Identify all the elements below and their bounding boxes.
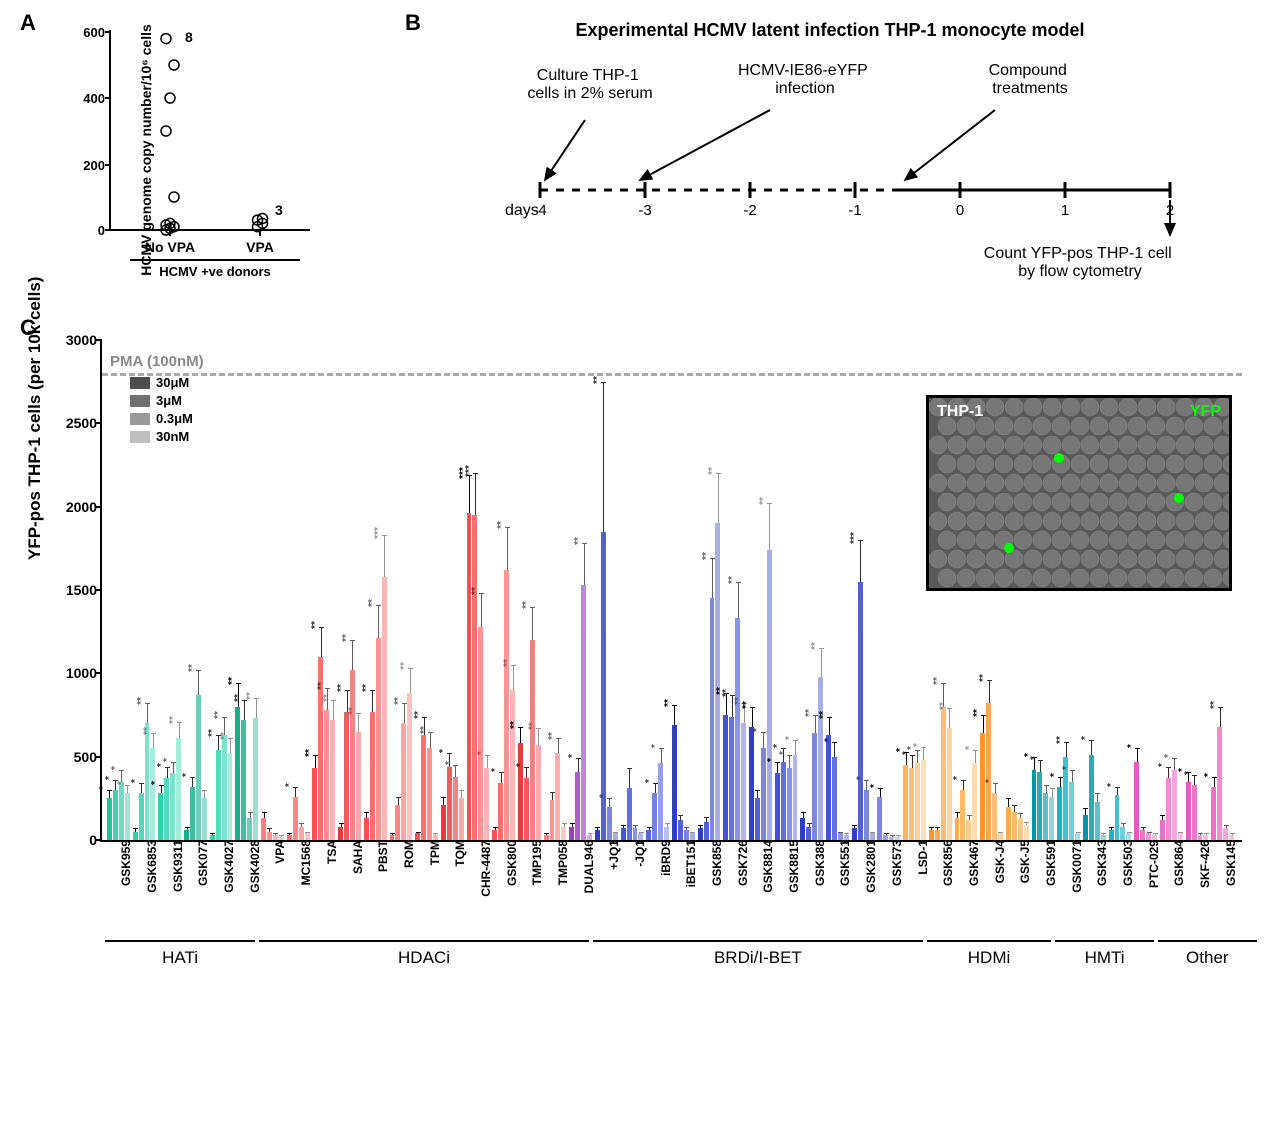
panelA-donors-label: HCMV +ve donors [159,264,271,279]
panel-B: Experimental HCMV latent infection THP-1… [440,20,1220,300]
svg-text:-2: -2 [743,202,756,219]
panelA-VPA-label: VPA [246,239,274,255]
panel-A-label: A [20,10,36,36]
panelC-inset-image: THP-1 YFP [926,395,1232,591]
panel-A: HCMV genome copy number/10⁶ cells 0 200 … [70,20,350,280]
svg-text:8: 8 [185,29,193,45]
panelB-days-label: days [505,202,539,219]
panelA-chart: 0 200 400 600 8 3 No VPA VPA HCMV +ve do… [70,20,350,280]
panel-B-label: B [405,10,421,36]
panelA-noVPA-label: No VPA [145,239,195,255]
svg-text:400: 400 [83,91,105,106]
svg-text:-3: -3 [638,202,651,219]
svg-text:0: 0 [98,223,105,238]
svg-text:3: 3 [275,202,283,218]
svg-text:0: 0 [956,202,964,219]
svg-text:HCMV-IE86-eYFP infecti: HCMV-IE86-eYFP infection [738,62,872,97]
svg-text:-1: -1 [848,202,861,219]
svg-text:Culture THP-1 cells in: Culture THP-1 cells in 2% serum [527,67,652,102]
panel-C: YFP-pos THP-1 cells (per 10k cells) 30μM… [30,330,1250,1090]
svg-text:Compound treatments: Compound treatments [989,62,1072,97]
figure-root: A B C HCMV genome copy number/10⁶ cells … [10,10,1270,1117]
svg-text:1: 1 [1061,202,1069,219]
panelC-ylabel: YFP-pos THP-1 cells (per 10k cells) [25,277,45,560]
svg-text:600: 600 [83,25,105,40]
svg-text:200: 200 [83,158,105,173]
panelC-chart-area: PMA (100nM) 050010001500200025003000 ***… [100,340,1242,842]
svg-text:Count YFP-pos THP-1 cell: Count YFP-pos THP-1 cell by flow cytomet… [984,245,1176,280]
